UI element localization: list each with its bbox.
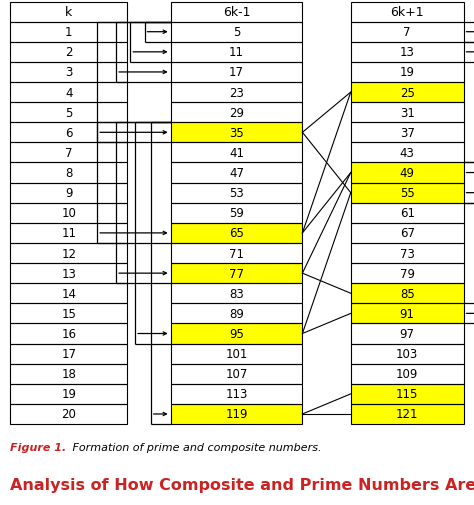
Text: 12: 12 — [61, 247, 76, 260]
Text: 17: 17 — [61, 347, 76, 361]
Text: 23: 23 — [229, 86, 244, 99]
Text: 37: 37 — [400, 127, 415, 139]
Polygon shape — [171, 324, 302, 344]
Text: 65: 65 — [229, 227, 244, 240]
Text: 53: 53 — [229, 187, 244, 200]
Text: 101: 101 — [225, 347, 248, 361]
Polygon shape — [351, 163, 464, 183]
Text: 16: 16 — [61, 327, 76, 340]
Text: 2: 2 — [65, 46, 73, 59]
Text: 121: 121 — [396, 408, 419, 421]
Text: 67: 67 — [400, 227, 415, 240]
Text: 95: 95 — [229, 327, 244, 340]
Text: 71: 71 — [229, 247, 244, 260]
Text: 13: 13 — [400, 46, 415, 59]
Text: 43: 43 — [400, 146, 415, 160]
Text: 113: 113 — [225, 388, 248, 400]
Text: 73: 73 — [400, 247, 415, 260]
Text: 55: 55 — [400, 187, 415, 200]
Text: 18: 18 — [61, 368, 76, 380]
Text: 103: 103 — [396, 347, 418, 361]
Text: Figure 1.: Figure 1. — [10, 442, 67, 452]
Text: 29: 29 — [229, 107, 244, 120]
Text: 11: 11 — [61, 227, 76, 240]
Text: 3: 3 — [65, 66, 73, 79]
Polygon shape — [351, 304, 464, 324]
Text: 77: 77 — [229, 267, 244, 280]
Text: 89: 89 — [229, 307, 244, 320]
Text: 91: 91 — [400, 307, 415, 320]
Text: 115: 115 — [396, 388, 419, 400]
Text: 59: 59 — [229, 207, 244, 220]
Text: 1: 1 — [65, 26, 73, 39]
Text: 41: 41 — [229, 146, 244, 160]
Text: 15: 15 — [61, 307, 76, 320]
Text: 20: 20 — [61, 408, 76, 421]
Polygon shape — [351, 183, 464, 204]
Text: 9: 9 — [65, 187, 73, 200]
Text: k: k — [65, 6, 73, 19]
Text: 35: 35 — [229, 127, 244, 139]
Text: 6k+1: 6k+1 — [391, 6, 424, 19]
Polygon shape — [351, 384, 464, 404]
Polygon shape — [171, 264, 302, 284]
Text: 10: 10 — [61, 207, 76, 220]
Polygon shape — [171, 123, 302, 143]
Text: 85: 85 — [400, 287, 415, 300]
Text: 19: 19 — [400, 66, 415, 79]
Polygon shape — [351, 404, 464, 424]
Text: 8: 8 — [65, 167, 73, 180]
Text: 17: 17 — [229, 66, 244, 79]
Text: 79: 79 — [400, 267, 415, 280]
Text: 11: 11 — [229, 46, 244, 59]
Polygon shape — [171, 404, 302, 424]
Text: 19: 19 — [61, 388, 76, 400]
Text: 6k-1: 6k-1 — [223, 6, 250, 19]
Text: 5: 5 — [233, 26, 240, 39]
Text: Analysis of How Composite and Prime Numbers Are: Analysis of How Composite and Prime Numb… — [10, 477, 474, 492]
Text: 61: 61 — [400, 207, 415, 220]
Text: 4: 4 — [65, 86, 73, 99]
Text: 119: 119 — [225, 408, 248, 421]
Text: 5: 5 — [65, 107, 73, 120]
Text: Formation of prime and composite numbers.: Formation of prime and composite numbers… — [69, 442, 321, 452]
Text: 13: 13 — [61, 267, 76, 280]
Text: 14: 14 — [61, 287, 76, 300]
Text: 107: 107 — [225, 368, 248, 380]
Text: 47: 47 — [229, 167, 244, 180]
Polygon shape — [351, 83, 464, 103]
Text: 49: 49 — [400, 167, 415, 180]
Text: 109: 109 — [396, 368, 419, 380]
Text: 7: 7 — [403, 26, 411, 39]
Text: 31: 31 — [400, 107, 415, 120]
Polygon shape — [351, 284, 464, 304]
Text: 97: 97 — [400, 327, 415, 340]
Text: 7: 7 — [65, 146, 73, 160]
Text: 83: 83 — [229, 287, 244, 300]
Text: 25: 25 — [400, 86, 415, 99]
Text: 6: 6 — [65, 127, 73, 139]
Polygon shape — [171, 223, 302, 243]
